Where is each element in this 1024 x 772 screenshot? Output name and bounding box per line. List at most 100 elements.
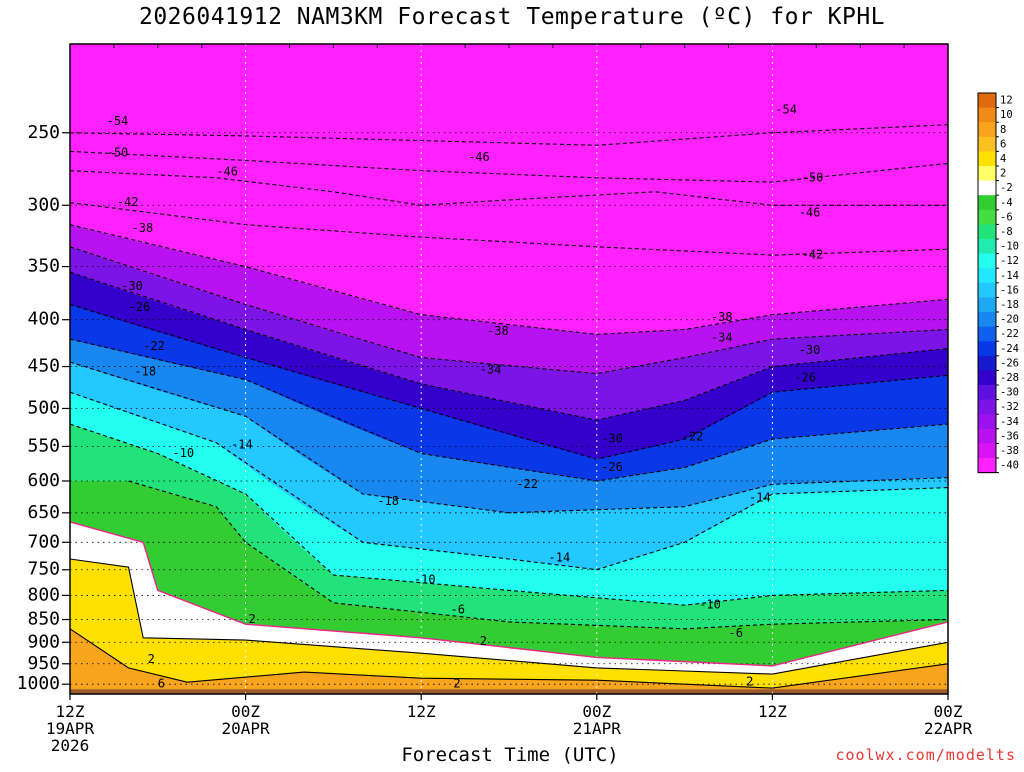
y-tick-label: 350 [27,256,60,277]
colorbar-swatch [978,458,996,474]
colorbar-swatch [978,122,996,138]
x-tick-label: 20APR [222,719,271,738]
colorbar-label: -24 [1000,343,1019,355]
y-tick-label: 600 [27,470,60,491]
isotherm-label: 6 [158,677,165,691]
colorbar-label: -8 [1000,226,1013,238]
colorbar-swatch [978,107,996,123]
colorbar-swatch [978,209,996,225]
colorbar-label: -18 [1000,299,1019,311]
x-axis-title: Forecast Time (UTC) [401,744,619,766]
isotherm-label: -10 [414,573,436,587]
isotherm-2 [69,558,949,675]
isotherm--42 [69,202,949,256]
colorbar-swatch [978,282,996,298]
isotherm--6 [128,480,949,630]
y-tick-label: 450 [27,356,60,377]
colorbar-label: -14 [1000,270,1019,282]
plot-frame [69,43,949,695]
isotherm-label: -10 [699,598,721,612]
colorbar-label: -32 [1000,401,1019,413]
isotherm-label: -38 [487,324,509,338]
isotherm--38 [69,224,949,335]
colorbar-swatch [978,312,996,328]
colorbar-label: 2 [1000,168,1006,180]
colorbar-swatch [978,414,996,430]
isotherm-label: -6 [729,626,743,640]
isotherm-label: -42 [117,195,139,209]
y-tick-label: 750 [27,559,60,580]
x-tick-label: 22APR [924,719,973,738]
isotherm--14 [69,391,949,571]
isotherm-label: 2 [148,652,155,666]
colorbar-label: -28 [1000,372,1019,384]
x-tick-label: 12Z [758,702,787,721]
ground-strip [70,689,948,694]
colorbar-swatch [978,268,996,284]
y-tick-label: 700 [27,531,60,552]
colorbar-swatch [978,443,996,459]
colorbar-label: 4 [1000,153,1006,165]
colorbar-swatch [978,224,996,240]
temperature-fill-layer [70,44,948,695]
colorbar-label: 10 [1000,109,1013,121]
x-tick-label: 00Z [231,702,260,721]
isotherm-label: -30 [601,432,623,446]
isotherm-label: -22 [516,477,538,491]
colorbar-label: -38 [1000,445,1019,457]
isotherm-label: -46 [799,206,821,220]
y-axis: 2503003504004505005506006507007508008509… [17,122,70,694]
isotherm-layer [69,124,949,689]
x-tick-label: 12Z [407,702,436,721]
x-tick-label: 19APR [46,719,95,738]
isotherm-6 [69,628,949,689]
isotherm-label: -14 [231,437,253,451]
isotherm-label: -54 [107,114,129,128]
colorbar-swatch [978,370,996,386]
colorbar-label: 12 [1000,95,1013,107]
x-tick-label: 2026 [51,736,90,755]
colorbar-swatch [978,93,996,109]
isotherm-label: -22 [682,429,704,443]
isotherm-label: -10 [172,446,194,460]
isotherm-label: -50 [802,170,824,184]
isotherm-label: -42 [802,248,824,262]
chart-title: 2026041912 NAM3KM Forecast Temperature (… [138,4,886,30]
colorbar: 12 10 8 6 4 2 -2 -4 -6 -8 -10 -12 -14 -16 -18 -20 -22 -24… [977,92,1019,474]
colorbar-label: -26 [1000,357,1019,369]
isotherm-label: -22 [143,339,165,353]
isotherm-label: -34 [711,331,733,345]
isotherm-label: -46 [216,165,238,179]
y-tick-label: 850 [27,609,60,630]
colorbar-swatch [978,180,996,196]
colorbar-swatch [978,136,996,152]
colorbar-swatch [978,399,996,415]
colorbar-swatch [978,253,996,269]
colorbar-swatch [978,385,996,401]
isotherm-label: -26 [601,460,623,474]
isotherm-label: -38 [132,221,154,235]
colorbar-swatch [978,355,996,371]
y-tick-label: 900 [27,631,60,652]
colorbar-label: -34 [1000,416,1019,428]
colorbar-swatch [978,341,996,357]
colorbar-swatch [978,428,996,444]
isotherm-label: -18 [134,364,156,378]
isotherm-label: -50 [107,145,129,159]
colorbar-label: -2 [1000,182,1013,194]
colorbar-label: -20 [1000,314,1019,326]
isotherm-label: 2 [249,612,256,626]
colorbar-label: -12 [1000,255,1019,267]
colorbar-label: -4 [1000,197,1013,209]
isotherm-label: 2 [453,677,460,691]
fill-band-6 [70,628,948,694]
colorbar-swatch [978,166,996,182]
isotherm-label: -14 [749,490,771,504]
colorbar-label: -30 [1000,387,1019,399]
isotherm--18 [69,361,949,514]
credit-link[interactable]: coolwx.com/modelts [835,746,1016,764]
